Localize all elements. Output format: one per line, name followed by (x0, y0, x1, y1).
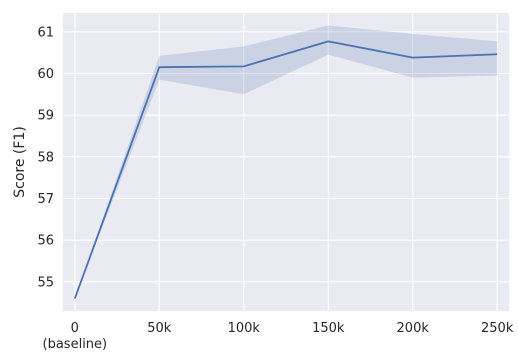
x-tick-label: 100k (228, 321, 261, 336)
series-line-layer (73, 40, 498, 299)
x-tick-label: 50k (147, 321, 172, 336)
x-tick-label: 150k (312, 321, 345, 336)
x-axis-ticks: 0 (baseline) 50k 100k 150k 200k 250k (43, 321, 514, 352)
y-tick-label: 55 (37, 275, 54, 290)
confidence-band-layer (74, 25, 498, 299)
series-line (73, 40, 498, 299)
y-tick-label: 61 (37, 25, 54, 40)
y-tick-label: 59 (37, 109, 54, 124)
grid (63, 13, 509, 311)
x-tick-label: 250k (481, 321, 514, 336)
y-axis-label: Score (F1) (12, 126, 28, 198)
y-tick-label: 60 (37, 67, 54, 82)
y-tick-label: 56 (37, 234, 54, 249)
x-tick-label: 0 (baseline) (43, 321, 108, 352)
y-axis-ticks: 55 56 57 58 59 60 61 (37, 25, 54, 290)
confidence-band (74, 25, 498, 299)
x-tick-label: 200k (397, 321, 430, 336)
y-tick-label: 57 (37, 192, 54, 207)
plot-background (63, 13, 509, 311)
y-tick-label: 58 (37, 150, 54, 165)
